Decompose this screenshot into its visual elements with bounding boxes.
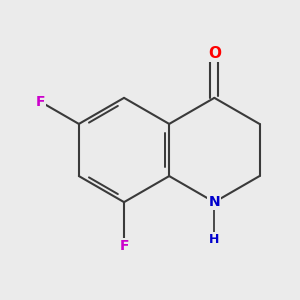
Text: O: O: [208, 46, 221, 61]
Text: F: F: [36, 95, 45, 109]
Text: N: N: [208, 195, 220, 209]
Text: H: H: [209, 233, 220, 246]
Text: F: F: [119, 239, 129, 254]
